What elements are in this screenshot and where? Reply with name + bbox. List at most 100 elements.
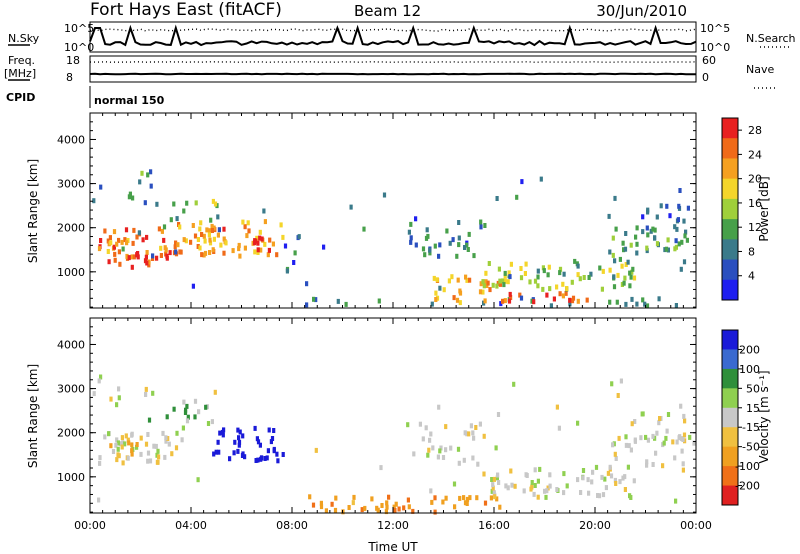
- velocity-cell: [240, 453, 245, 458]
- velocity-cell: [97, 497, 101, 503]
- velocity-colorbar: 200 100 50 15 -15 -50 -100 -200: [722, 330, 760, 506]
- power-cell: [243, 224, 247, 230]
- power-cell: [674, 244, 678, 250]
- power-cell: [472, 253, 476, 259]
- velocity-cell: [468, 495, 472, 501]
- velocity-cell: [114, 442, 118, 448]
- velocity-cell: [216, 439, 220, 445]
- power-cell: [184, 238, 188, 244]
- velocity-cell: [490, 488, 494, 494]
- freq-tick-high: 18: [66, 54, 80, 67]
- velocity-cell: [436, 454, 440, 460]
- power-cell: [127, 255, 131, 261]
- power-cell: [253, 238, 257, 244]
- ytick-label: 1000: [57, 471, 85, 484]
- velocity-cell: [657, 420, 661, 426]
- velocity-cell: [619, 378, 623, 384]
- power-cell: [193, 233, 198, 239]
- power-cell: [611, 252, 615, 258]
- power-cell: [452, 295, 456, 301]
- power-cell: [503, 273, 507, 279]
- velocity-cell: [272, 428, 276, 433]
- power-cell: [117, 249, 121, 255]
- velocity-cell: [629, 447, 633, 453]
- power-cell: [541, 265, 545, 271]
- power-cell: [432, 275, 436, 281]
- velocity-cell: [664, 435, 668, 441]
- velocity-cell: [604, 485, 608, 491]
- power-cell: [135, 234, 139, 240]
- ytick-label: 3000: [57, 178, 85, 191]
- xtick-label: 12:00: [377, 519, 409, 532]
- velocity-cell: [263, 456, 267, 461]
- power-cell: [224, 240, 228, 246]
- power-cell: [600, 286, 604, 292]
- power-cell: [675, 226, 679, 232]
- power-cell: [174, 249, 178, 255]
- power-cell: [260, 236, 264, 242]
- colorbar-tick-label: 24: [748, 148, 762, 161]
- power-cell: [645, 225, 649, 231]
- power-cell: [92, 198, 96, 204]
- velocity-cell: [236, 448, 240, 454]
- power-cell: [635, 301, 639, 307]
- power-cell: [582, 275, 586, 280]
- power-cell: [507, 270, 511, 276]
- power-cell: [608, 299, 612, 305]
- velocity-cell: [166, 436, 170, 441]
- velocity-cell: [581, 468, 586, 473]
- velocity-cell: [406, 497, 410, 503]
- velocity-cell: [529, 486, 533, 492]
- colorbar-tick-label: 12: [748, 221, 762, 234]
- velocity-cell: [681, 467, 685, 473]
- power-cell: [168, 250, 172, 256]
- velocity-cell: [210, 419, 214, 425]
- velocity-cell: [385, 500, 389, 506]
- colorbar-tick-label: -15: [742, 421, 760, 434]
- power-cell: [106, 249, 110, 254]
- velocity-cell: [449, 445, 453, 451]
- power-cell: [145, 234, 149, 240]
- power-cell: [628, 270, 632, 276]
- velocity-cell: [536, 494, 540, 500]
- power-cell: [132, 254, 136, 260]
- power-cell: [275, 252, 279, 258]
- power-cell: [271, 241, 275, 247]
- power-cell: [258, 229, 262, 235]
- freq-tick-low: 8: [66, 71, 73, 84]
- power-cell: [607, 213, 611, 219]
- velocity-cell: [217, 449, 221, 455]
- power-cell: [515, 194, 519, 200]
- velocity-cell: [491, 482, 495, 488]
- power-cell: [651, 226, 655, 232]
- power-cell: [678, 188, 682, 193]
- velocity-cell: [193, 414, 197, 420]
- power-cell: [212, 236, 216, 242]
- velocity-cell: [612, 441, 616, 447]
- velocity-ylabel: Slant Range [km]: [26, 364, 40, 468]
- power-cell: [407, 229, 411, 235]
- power-cell: [157, 226, 161, 232]
- velocity-scatter-cells: [92, 374, 696, 515]
- velocity-cell: [135, 444, 139, 450]
- colorbar-tick-label: 20: [748, 173, 762, 186]
- noise-tick-low-left: 10^0: [64, 41, 94, 54]
- power-cell: [159, 253, 163, 258]
- velocity-cell: [606, 470, 610, 476]
- velocity-cell: [427, 447, 431, 453]
- power-cell: [200, 232, 204, 237]
- ytick-label: 1000: [57, 266, 85, 279]
- power-cell: [99, 238, 103, 243]
- power-cell: [629, 274, 633, 280]
- velocity-cell: [651, 462, 655, 467]
- power-cell: [256, 250, 260, 255]
- power-cell: [99, 184, 103, 190]
- power-cell: [305, 281, 309, 287]
- velocity-cell: [581, 475, 585, 481]
- power-cell: [499, 301, 503, 307]
- power-cell: [421, 246, 426, 252]
- power-cell: [576, 272, 580, 278]
- power-cell: [626, 259, 630, 265]
- power-cell: [185, 200, 189, 206]
- velocity-cell: [555, 487, 559, 492]
